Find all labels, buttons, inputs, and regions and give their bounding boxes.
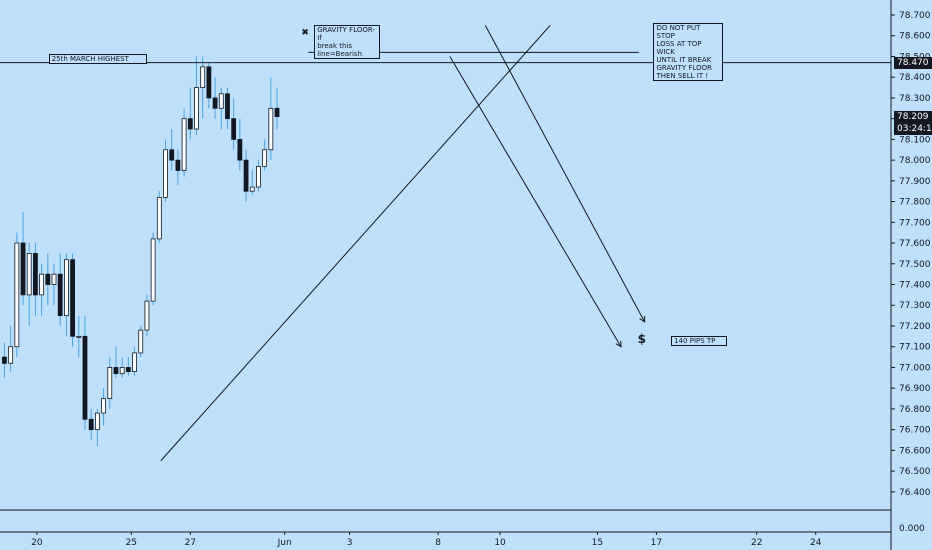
price-tick-label: 77.200 [899,322,931,332]
time-tick-label: 24 [810,538,822,548]
price-tick-label: 77.000 [899,363,931,373]
time-tick-label: 27 [185,538,196,548]
price-tick-label: 76.400 [899,488,931,498]
price-tick-label: 76.500 [899,467,931,477]
candle-bearish[interactable] [33,253,38,296]
price-tick-label: 77.700 [899,218,931,228]
candle-bearish[interactable] [70,259,75,337]
arrow-head-icon [639,315,646,323]
candle-bearish[interactable] [225,93,230,120]
drawings[interactable] [0,25,891,462]
sub-scale-label: 0.000 [899,524,925,534]
note-140-pips[interactable]: 140 PIPS TP [671,336,728,347]
dollar-icon: $ [637,332,646,347]
price-tick-label: 78.100 [899,135,931,145]
candle-bullish[interactable] [218,93,224,109]
price-tick-label: 78.000 [899,156,931,166]
candle-bullish[interactable] [8,346,14,364]
time-tick-label: 10 [494,538,506,548]
price-tick-label: 76.700 [899,426,931,436]
time-tick-label: 3 [347,538,353,548]
note-stop-loss[interactable]: DO NOT PUT STOP LOSS AT TOP WICK UNTIL I… [653,23,724,82]
chart-frame [0,0,892,550]
price-tick-label: 78.700 [899,11,931,21]
price-tick-label: 76.600 [899,446,931,456]
price-tick-label: 77.100 [899,343,931,353]
candle-bearish[interactable] [169,149,175,161]
candle-bearish[interactable] [187,118,193,130]
candle-bullish[interactable] [119,367,125,375]
candle-bullish[interactable] [94,412,100,431]
time-tick-label: 17 [651,538,662,548]
candle-bullish[interactable] [138,329,144,354]
forecast-arrow-line[interactable] [449,56,622,347]
x-mark-icon: ✖ [301,27,309,38]
price-tick-label: 76.900 [899,384,931,394]
time-tick-label: 22 [751,538,762,548]
price-tick-label: 77.900 [899,177,931,187]
candle-bearish[interactable] [212,97,218,109]
candle-bearish[interactable] [175,159,181,171]
candle-bullish[interactable] [150,238,156,302]
candle-bearish[interactable] [2,356,7,364]
time-tick-label: Jun [277,538,292,548]
time-tick-label: 8 [435,538,441,548]
arrow-head-icon [615,340,622,348]
price-tick-label: 77.400 [899,281,931,291]
candle-bullish[interactable] [101,398,106,414]
candle-bullish[interactable] [14,242,20,348]
candle-bearish[interactable] [57,273,63,317]
candle-bullish[interactable] [262,149,268,167]
candle-bearish[interactable] [45,273,51,285]
price-and-time-axes[interactable]: 78.70078.60078.50078.40078.30078.20078.1… [31,11,931,548]
forecast-arrow-line[interactable] [484,25,646,323]
price-tick-label: 77.300 [899,301,931,311]
candle-bearish[interactable] [231,118,237,140]
candle-bullish[interactable] [144,300,150,331]
candle-bullish[interactable] [249,186,255,192]
candle-bullish[interactable] [194,87,199,130]
candle-bullish[interactable] [39,273,45,296]
candle-bullish[interactable] [107,367,113,399]
candle-bullish[interactable] [268,107,274,151]
candle-bullish[interactable] [64,259,69,317]
candle-bullish[interactable] [51,273,57,285]
candle-bearish[interactable] [20,242,26,296]
price-tick-label: 78.300 [899,94,931,104]
candle-bearish[interactable] [113,367,119,375]
candle-bullish[interactable] [156,197,162,240]
price-tick-label: 77.500 [899,260,931,270]
price-tick-label: 77.800 [899,198,931,208]
candle-bearish[interactable] [243,159,249,192]
support-trendline[interactable] [160,25,551,462]
bar-countdown-tag: 03:24:14 [894,122,932,135]
candle-bullish[interactable] [163,149,168,198]
candle-bullish[interactable] [132,352,137,372]
note-gravity-floor[interactable]: GRAVITY FLOOR- If break this line=Bearis… [314,25,381,60]
candle-bearish[interactable] [274,107,280,117]
candle-bullish[interactable] [181,118,187,171]
price-tick-label: 77.600 [899,239,931,249]
time-tick-label: 15 [592,538,603,548]
candlesticks[interactable] [2,56,280,447]
candle-bullish[interactable] [76,335,82,338]
price-tick-label: 78.600 [899,32,931,42]
time-tick-label: 25 [126,538,137,548]
candle-bullish[interactable] [200,66,206,88]
candle-bearish[interactable] [125,367,131,372]
price-tag: 78.470 [894,56,932,69]
note-25th-march[interactable]: 25th MARCH HIGHEST [48,54,147,65]
candle-bullish[interactable] [26,253,32,296]
candle-bearish[interactable] [88,418,94,431]
candle-bearish[interactable] [206,66,212,99]
candle-bullish[interactable] [256,165,261,188]
candle-bearish[interactable] [82,335,88,420]
price-tick-label: 76.800 [899,405,931,415]
price-tick-label: 78.400 [899,73,931,83]
candle-bearish[interactable] [237,138,243,161]
price-tag: 78.209 [894,110,932,123]
time-tick-label: 20 [31,538,43,548]
